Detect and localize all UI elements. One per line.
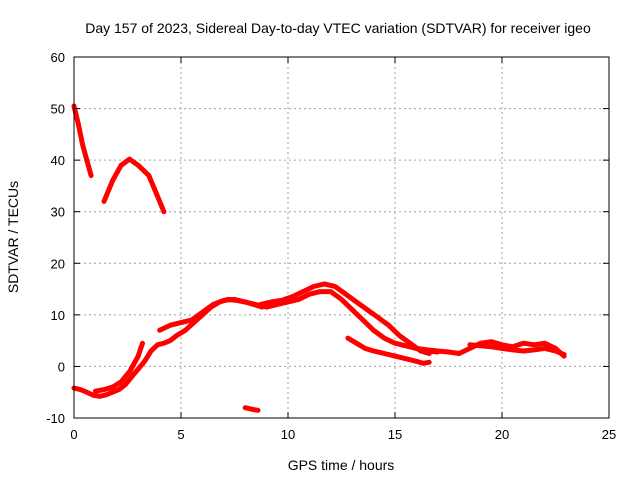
y-axis-label: SDTVAR / TECUs: [5, 181, 21, 293]
tick-marks: [73, 56, 610, 419]
series-track-j: [467, 342, 567, 358]
y-tick-label: 0: [58, 359, 65, 374]
series-track-g: [257, 281, 432, 356]
y-tick-label: 30: [51, 205, 65, 220]
x-tick-label: 15: [388, 427, 402, 442]
data-series-group: [71, 103, 567, 413]
series-track-c: [71, 296, 265, 399]
y-tick-label: 10: [51, 308, 65, 323]
series-track-e: [157, 289, 441, 355]
grid-lines: [74, 57, 609, 418]
x-tick-label: 0: [70, 427, 77, 442]
y-tick-label: 40: [51, 153, 65, 168]
series-track-f: [242, 405, 261, 413]
y-tick-label: 20: [51, 256, 65, 271]
chart-title: Day 157 of 2023, Sidereal Day-to-day VTE…: [85, 20, 591, 36]
series-track-h: [345, 335, 432, 366]
x-axis-label: GPS time / hours: [288, 457, 395, 473]
y-tick-label: 60: [51, 50, 65, 65]
x-tick-label: 25: [602, 427, 616, 442]
x-tick-label: 10: [281, 427, 295, 442]
y-tick-label: 50: [51, 102, 65, 117]
x-tick-label: 20: [495, 427, 509, 442]
y-tick-labels: -10 0 10 20 30 40 50 60: [46, 50, 65, 426]
series-track-b: [101, 156, 167, 215]
series-track-i: [413, 339, 567, 359]
x-tick-label: 5: [177, 427, 184, 442]
series-track-d: [92, 340, 145, 394]
y-tick-label: -10: [46, 411, 65, 426]
series-track-a: [71, 103, 94, 179]
plot-frame: [73, 56, 610, 419]
x-tick-labels: 0 5 10 15 20 25: [70, 427, 616, 442]
